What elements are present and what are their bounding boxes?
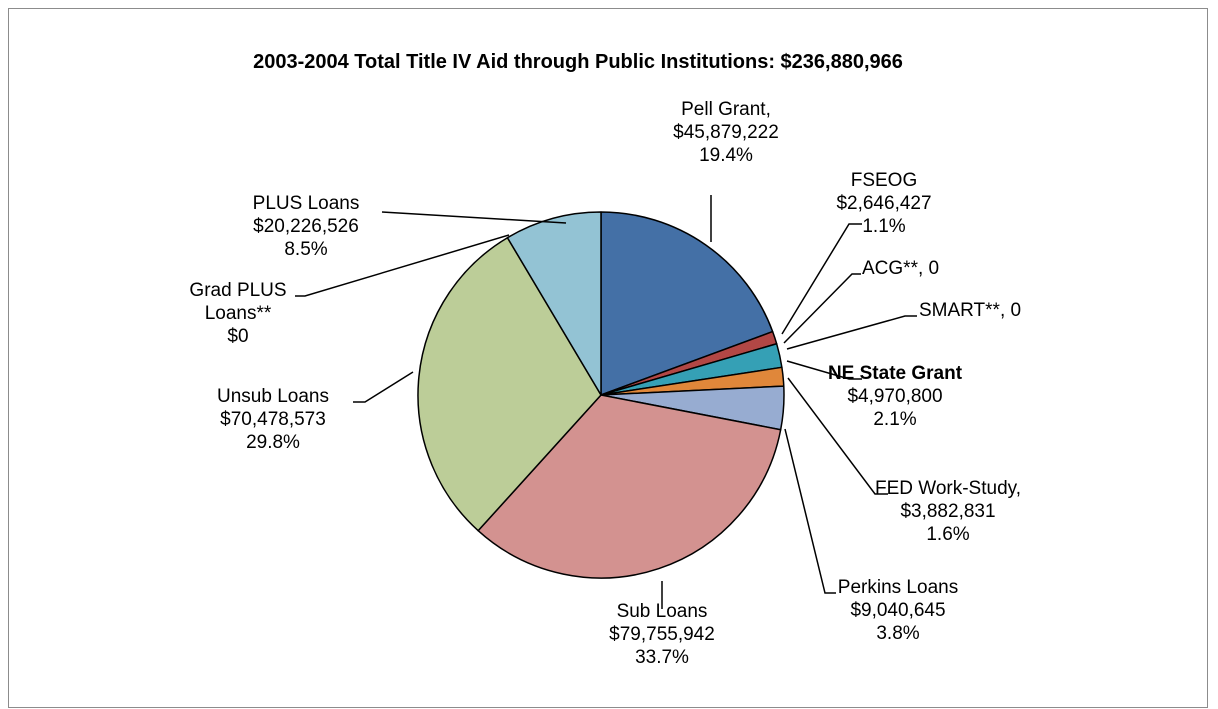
pie-slice-pell [600, 211, 774, 396]
data-label-line: Grad PLUS [189, 280, 286, 301]
leader-line-fed-work-study [787, 377, 888, 495]
data-label-line: $70,478,573 [220, 409, 326, 430]
leader-line-ne-state-grant [786, 360, 862, 380]
data-label-line: Unsub Loans [217, 386, 329, 407]
data-label-line: ACG**, 0 [862, 258, 939, 279]
data-label-smart: SMART**, 0 [919, 300, 1021, 321]
data-label-line: $4,970,800 [847, 386, 942, 407]
leader-line-grad-plus [295, 234, 510, 297]
pie-slice-sub [477, 394, 782, 579]
leader-line-acg [783, 273, 861, 344]
data-label-line: 29.8% [246, 432, 300, 453]
chart-title: 2003-2004 Total Title IV Aid through Pub… [253, 51, 903, 73]
data-label-line: 1.1% [862, 216, 905, 237]
data-label-line: $0 [227, 326, 248, 347]
data-label-line: 3.8% [876, 623, 919, 644]
leader-lines [295, 195, 917, 609]
data-label-line: PLUS Loans [253, 193, 360, 214]
data-label-line: SMART**, 0 [919, 300, 1021, 321]
data-label-line: Pell Grant, [681, 99, 771, 120]
data-label-line: 8.5% [284, 239, 327, 260]
data-label-fseog: FSEOG $2,646,427 1.1% [836, 170, 931, 237]
data-label-line: $79,755,942 [609, 624, 715, 645]
data-label-line: Perkins Loans [838, 577, 958, 598]
data-label-acg: ACG**, 0 [862, 258, 939, 279]
data-label-line: $2,646,427 [836, 193, 931, 214]
leader-line-smart [786, 315, 917, 350]
pie-slice-unsub [417, 236, 602, 532]
data-label-perkins: Perkins Loans $9,040,645 3.8% [838, 577, 958, 644]
data-label-line: $45,879,222 [673, 122, 779, 143]
data-label-line: Loans** [205, 303, 272, 324]
data-label-line: 19.4% [699, 145, 753, 166]
pie-slice-plus [506, 211, 602, 396]
data-label-line: Sub Loans [617, 601, 708, 622]
leader-line-plus [381, 211, 567, 224]
slice-labels: Pell Grant, $45,879,222 19.4% FSEOG $2,646,4… [189, 99, 1021, 668]
data-label-line: 33.7% [635, 647, 689, 668]
leader-line-fseog [781, 223, 862, 335]
data-label-line: 1.6% [926, 524, 969, 545]
leader-line-perkins [784, 428, 836, 594]
chart-frame: 2003-2004 Total Title IV Aid through Pub… [8, 8, 1208, 708]
data-label-line: $9,040,645 [850, 600, 945, 621]
data-label-line: $20,226,526 [253, 216, 359, 237]
data-label-line: FSEOG [851, 170, 918, 191]
pie-chart: 2003-2004 Total Title IV Aid through Pub… [189, 51, 1021, 668]
data-label-ne-state-grant: NE State Grant $4,970,800 2.1% [828, 363, 963, 430]
data-label-line: FED Work-Study, [875, 478, 1021, 499]
leader-line-unsub [353, 371, 414, 403]
pie-slices [417, 211, 785, 579]
data-label-pell: Pell Grant, $45,879,222 19.4% [673, 99, 779, 166]
data-label-line: NE State Grant [828, 363, 963, 384]
data-label-unsub: Unsub Loans $70,478,573 29.8% [217, 386, 329, 453]
data-label-fed-work-study: FED Work-Study, $3,882,831 1.6% [875, 478, 1021, 545]
data-label-sub: Sub Loans $79,755,942 33.7% [609, 601, 715, 668]
data-label-plus: PLUS Loans $20,226,526 8.5% [253, 193, 360, 260]
data-label-line: $3,882,831 [900, 501, 995, 522]
data-label-line: 2.1% [873, 409, 916, 430]
data-label-grad-plus: Grad PLUS Loans** $0 [189, 280, 286, 347]
